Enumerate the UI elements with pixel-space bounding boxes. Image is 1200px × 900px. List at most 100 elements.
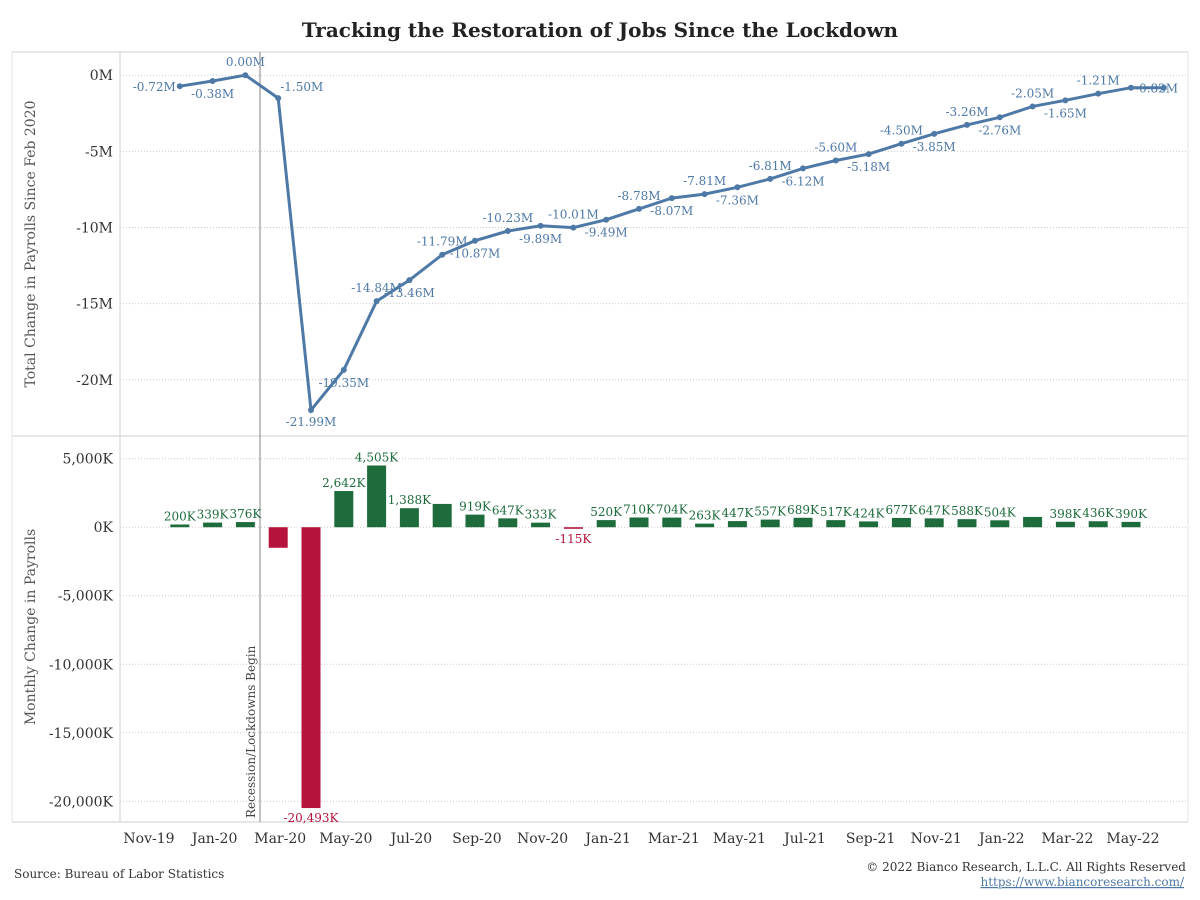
bar-data-label: 647K: [492, 503, 525, 517]
bar-data-label: 2,642K: [322, 476, 366, 490]
bar-data-label: 689K: [787, 503, 820, 517]
bar: [334, 491, 354, 528]
line-data-label: -9.49M: [585, 226, 628, 240]
line-data-label: -1.65M: [1044, 106, 1087, 120]
line-point: [1029, 103, 1036, 110]
line-point: [406, 277, 413, 284]
bar-y-tick-label: -20,000K: [49, 794, 114, 810]
line-point: [636, 205, 642, 212]
line-y-tick-label: -5M: [85, 144, 113, 160]
line-point: [800, 165, 806, 172]
bar: [891, 517, 911, 528]
line-y-tick-label: -10M: [76, 220, 113, 236]
line-point: [964, 121, 970, 128]
bar-data-label: 517K: [820, 505, 853, 519]
bar: [662, 517, 682, 528]
x-tick-label: Mar-20: [254, 831, 306, 847]
x-tick-label: Nov-21: [911, 831, 962, 847]
line-y-tick-label: -15M: [76, 297, 113, 313]
line-point: [1062, 97, 1069, 104]
line-data-label: -6.12M: [781, 174, 824, 188]
x-tick-label: Jan-20: [190, 831, 238, 847]
line-point: [668, 195, 675, 202]
bar-data-label: 588K: [951, 504, 984, 518]
line-data-label: -7.36M: [716, 193, 759, 207]
bar: [1088, 521, 1108, 528]
bar-data-label: 557K: [754, 505, 787, 519]
line-data-label: -21.99M: [286, 415, 337, 429]
line-data-label: -7.81M: [683, 174, 726, 188]
bar-y-tick-label: -10,000K: [49, 657, 114, 673]
x-tick-label: Mar-22: [1041, 831, 1093, 847]
line-data-label: -11.79M: [417, 235, 468, 249]
bar-data-label: 424K: [853, 506, 886, 520]
line-data-label: -19.35M: [318, 376, 369, 390]
line-data-label: -8.07M: [650, 204, 693, 218]
bar: [465, 514, 485, 528]
line-data-label: -2.76M: [978, 123, 1021, 137]
bar-data-label: -115K: [555, 532, 592, 546]
bar: [268, 527, 288, 548]
bar-data-label: 4,505K: [355, 450, 399, 464]
x-tick-label: Jul-20: [389, 831, 433, 847]
line-point: [242, 72, 249, 79]
line-data-label: -5.18M: [847, 160, 890, 174]
line-point: [504, 227, 511, 234]
line-data-label: 0.00M: [226, 55, 265, 69]
x-tick-label: Sep-21: [846, 831, 895, 847]
bar-data-label: 710K: [623, 502, 656, 516]
line-point: [209, 78, 216, 85]
bar-data-label: -20,493K: [283, 811, 339, 825]
line-data-label: -0.38M: [191, 87, 234, 101]
line-point: [340, 366, 347, 373]
bar: [170, 524, 190, 528]
line-data-label: -2.05M: [1011, 86, 1054, 100]
panel-frames: [11, 51, 1189, 823]
bar-data-label: 398K: [1049, 507, 1082, 521]
line-point: [570, 224, 577, 231]
bar-data-label: 520K: [590, 505, 623, 519]
source-note: Source: Bureau of Labor Statistics: [14, 867, 224, 881]
bar: [1121, 521, 1141, 528]
bar: [629, 517, 649, 528]
line-point: [701, 191, 708, 198]
line-point: [439, 251, 446, 258]
bar-data-label: 333K: [525, 508, 558, 522]
line-data-label: -3.26M: [945, 105, 988, 119]
bar: [367, 465, 387, 528]
line-y-ticks: 0M -5M -10M -15M -20M: [76, 68, 113, 389]
bar: [793, 517, 813, 528]
bar: [301, 527, 321, 809]
line-data-label: -1.50M: [280, 80, 323, 94]
bar: [990, 520, 1010, 528]
bar-y-tick-label: 5,000K: [62, 452, 113, 468]
website-link[interactable]: https://www.biancoresearch.com/: [980, 875, 1184, 889]
bar-y-ticks: 5,000K 0K -5,000K -10,000K -15,000K -20,000K: [49, 452, 114, 811]
line-point: [898, 140, 905, 147]
bar-data-label: 504K: [984, 505, 1017, 519]
bar: [432, 503, 452, 528]
bar-y-tick-label: 0K: [94, 520, 114, 536]
line-data-label: -13.46M: [384, 286, 435, 300]
bar: [1055, 521, 1075, 528]
chart-title: Tracking the Restoration of Jobs Since t…: [302, 18, 899, 42]
bar: [1023, 516, 1043, 528]
line-data-label: -5.60M: [814, 140, 857, 154]
line-y-tick-label: 0M: [90, 68, 113, 84]
line-point: [1160, 84, 1167, 91]
line-point: [308, 407, 314, 414]
x-tick-label: Nov-19: [123, 831, 174, 847]
line-point: [176, 83, 183, 90]
bar-y-tick-label: -15,000K: [49, 726, 114, 742]
line-point: [603, 216, 610, 223]
line-point: [537, 222, 544, 229]
bar-data-label: 376K: [229, 507, 262, 521]
line-data-label: -14.84M: [351, 281, 402, 295]
bar: [924, 518, 944, 528]
bar-gridlines: [120, 458, 1188, 802]
x-tick-label: Jan-22: [977, 831, 1025, 847]
line-data-labels: -0.72M -0.38M 0.00M -1.50M -21.99M -19.35M -14…: [133, 55, 1178, 429]
bar-data-label: 436K: [1082, 506, 1115, 520]
line-data-label: -10.01M: [548, 208, 599, 222]
